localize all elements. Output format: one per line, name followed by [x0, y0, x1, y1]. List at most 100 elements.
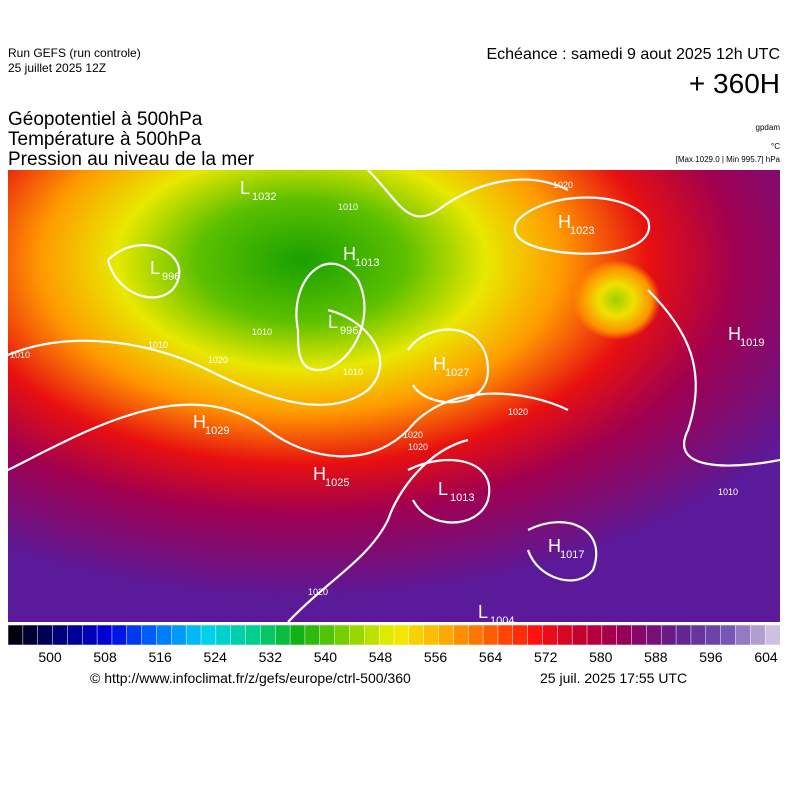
colorbar-cell [22, 625, 39, 646]
colorbar-cell [304, 625, 321, 646]
isobar-label: 1020 [553, 180, 573, 190]
center-kind: L [240, 178, 250, 198]
isobar-label: 1010 [10, 350, 30, 360]
center-value: 1023 [570, 225, 594, 237]
center-kind: L [438, 479, 448, 499]
colorbar-cell [37, 625, 54, 646]
colorbar-cell [8, 625, 24, 646]
colorbar-label: 588 [644, 649, 668, 665]
center-value: 1013 [355, 257, 379, 269]
colorbar-label: 532 [259, 649, 283, 665]
colorbar-label: 548 [369, 649, 393, 665]
colorbar-cell [171, 625, 187, 646]
isobar [287, 438, 469, 622]
run-date: 25 juillet 2025 12Z [8, 61, 107, 75]
center-kind: L [150, 258, 160, 278]
colorbar-cell [453, 625, 469, 646]
colorbar-label: 580 [589, 649, 613, 665]
colorbar-cell [289, 625, 306, 646]
colorbar-cell [230, 625, 247, 646]
colorbar-cell [393, 625, 410, 646]
isobar [647, 289, 780, 467]
colorbar-cell [200, 625, 217, 646]
colorbar-cell [557, 625, 573, 646]
center-value: 1027 [445, 367, 469, 379]
colorbar-cell [364, 625, 380, 646]
isobar [407, 328, 490, 404]
colorbar-cell [408, 625, 425, 646]
colorbar-cell [67, 625, 83, 646]
unit: [Max 1029.0 | Min 995.7] hPa [675, 155, 780, 164]
colorbar-cell [378, 625, 395, 646]
isobar [8, 308, 382, 406]
isobar [513, 196, 651, 255]
colorbar-cell [764, 625, 780, 646]
colorbar-cell [735, 625, 752, 646]
colorbar-cell [571, 625, 588, 646]
temperature-field [458, 230, 678, 430]
colorbar-cell [646, 625, 662, 646]
colorbar-cell [601, 625, 618, 646]
colorbar-label: 540 [314, 649, 338, 665]
isobars [8, 170, 780, 622]
isobar [106, 244, 181, 299]
temperature-field [8, 170, 780, 622]
colorbar-cell [423, 625, 440, 646]
colorbar-cell [512, 625, 529, 646]
colorbar-cell [319, 625, 336, 646]
center-value: 996 [340, 325, 358, 337]
isobar-label: 1020 [308, 587, 328, 597]
colorbar-cell [616, 625, 633, 646]
colorbar-cell [675, 625, 692, 646]
center-value: 1013 [450, 492, 474, 504]
lead-time: + 360H [688, 68, 780, 99]
generated: 25 juil. 2025 17:55 UTC [540, 670, 688, 686]
colorbar-label: 596 [699, 649, 723, 665]
colorbar-cell [215, 625, 232, 646]
title: Température à 500hPa [8, 129, 202, 150]
source: © http://www.infoclimat.fr/z/gefs/europe… [90, 670, 411, 686]
colorbar-cell [660, 625, 677, 646]
colorbar-label: 524 [204, 649, 228, 665]
colorbar-cell [720, 625, 737, 646]
center-value: 1029 [205, 425, 229, 437]
center-value: 1017 [560, 549, 584, 561]
valid-time: Echéance : samedi 9 aout 2025 12h UTC [486, 46, 780, 63]
colorbar-cell [334, 625, 351, 646]
colorbar-label: 572 [534, 649, 558, 665]
colorbar-cell [586, 625, 603, 646]
colorbar-label: 556 [424, 649, 448, 665]
isobar-label: 1020 [403, 430, 423, 440]
isobar-label: 1020 [208, 355, 228, 365]
center-kind: H [433, 354, 446, 374]
colorbar-cell [349, 625, 366, 646]
isobar-label: 1010 [718, 487, 738, 497]
colorbar-cell [467, 625, 484, 646]
colorbar-cell [631, 625, 648, 646]
center-kind: H [558, 212, 571, 232]
center-kind: H [193, 412, 206, 432]
center-kind: H [313, 464, 326, 484]
title: Pression au niveau de la mer [8, 149, 255, 170]
isobar [526, 521, 598, 582]
isobar-label: 1010 [343, 367, 363, 377]
colorbar-cell [245, 625, 262, 646]
colorbar-cell [438, 625, 455, 646]
temperature-field [508, 170, 748, 230]
colorbar-cell [156, 625, 173, 646]
colorbar-cell [260, 625, 276, 646]
unit: °C [771, 142, 780, 151]
center-value: 1032 [252, 191, 276, 203]
isobar [367, 170, 569, 218]
isobar-label: 1020 [408, 442, 428, 452]
colorbar-cell [750, 625, 766, 646]
colorbar-cell [705, 625, 722, 646]
colorbar-label: 516 [148, 649, 172, 665]
colorbar-cell [690, 625, 707, 646]
colorbar-cell [126, 625, 143, 646]
colorbar-label: 508 [93, 649, 117, 665]
colorbar-cell [542, 625, 559, 646]
colorbar-cell [96, 625, 113, 646]
